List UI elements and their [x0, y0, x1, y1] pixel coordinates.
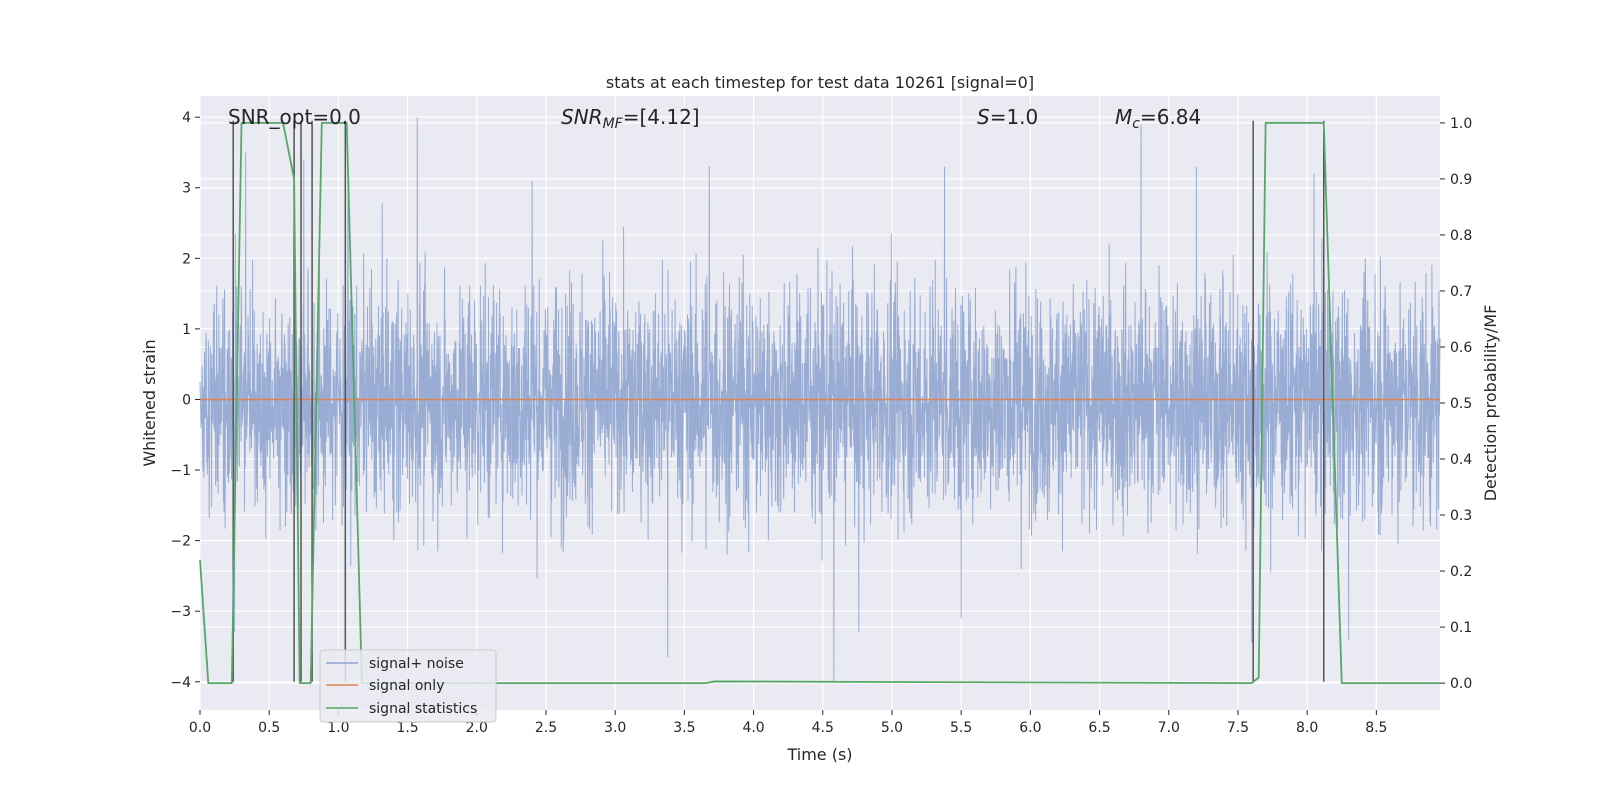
- annotation-snr-opt: SNR_opt=0.0: [228, 105, 361, 129]
- annotation-snr-mf-value: =[4.12]: [623, 105, 700, 129]
- y-left-tick-label: 0: [182, 392, 191, 408]
- series-signal-statistics: [199, 121, 1440, 685]
- x-tick-label: 2.5: [535, 720, 557, 736]
- annotation-s-symbol: S: [977, 105, 990, 129]
- series-signal-noise: [199, 117, 1441, 682]
- x-tick-label: 6.0: [1019, 720, 1041, 736]
- x-axis: 0.0 0.5 1.0 1.5 2.0 2.5 3.0 3.5 4.0 4.5 5.0 5.5 6.0 6…: [189, 710, 1387, 736]
- annotation-s-value: =1.0: [990, 105, 1039, 129]
- y-left-tick-label: −4: [170, 675, 191, 691]
- y-axis-left: 4 3 2 1 0 −1 −2 −3 −4: [170, 110, 200, 691]
- y-right-tick-label: 0.5: [1450, 396, 1472, 412]
- x-tick-label: 8.5: [1365, 720, 1387, 736]
- y-right-tick-label: 0.8: [1450, 228, 1472, 244]
- annotation-mc-subscript: c: [1132, 116, 1140, 132]
- x-tick-label: 7.5: [1227, 720, 1249, 736]
- chart-title: stats at each timestep for test data 102…: [606, 73, 1034, 92]
- annotation-s: S=1.0: [977, 105, 1038, 129]
- x-tick-label: 2.0: [466, 720, 488, 736]
- y-left-tick-label: 2: [182, 251, 191, 267]
- x-tick-label: 1.0: [327, 720, 349, 736]
- annotation-mc-symbol: M: [1115, 105, 1132, 129]
- x-tick-label: 3.5: [673, 720, 695, 736]
- annotation-mc-value: =6.84: [1140, 105, 1201, 129]
- y-left-tick-label: 1: [182, 322, 191, 338]
- x-tick-label: 5.5: [950, 720, 972, 736]
- x-tick-label: 4.0: [742, 720, 764, 736]
- annotation-snr-mf-symbol: SNR: [561, 105, 603, 129]
- x-tick-label: 6.5: [1088, 720, 1110, 736]
- y-right-tick-label: 0.4: [1450, 452, 1472, 468]
- annotation-snr-mf-subscript: MF: [603, 116, 624, 132]
- legend-label-signal-noise: signal+ noise: [369, 656, 464, 672]
- x-axis-label: Time (s): [786, 745, 852, 764]
- y-axis-right: 1.0 0.9 0.8 0.7 0.6 0.5 0.4 0.3 0.2 0.1 0.0: [1440, 116, 1472, 692]
- x-tick-label: 8.0: [1296, 720, 1318, 736]
- y-axis-left-label: Whitened strain: [140, 339, 159, 466]
- y-right-tick-label: 0.7: [1450, 284, 1472, 300]
- annotation-mc: Mc=6.84: [1115, 105, 1201, 132]
- x-tick-label: 1.5: [396, 720, 418, 736]
- legend-label-signal-only: signal only: [369, 678, 444, 694]
- y-right-tick-label: 0.3: [1450, 508, 1472, 524]
- signal-noise-line: [199, 117, 1441, 682]
- legend-box: [319, 649, 497, 723]
- x-tick-label: 0.5: [258, 720, 280, 736]
- y-right-tick-label: 0.9: [1450, 172, 1472, 188]
- y-left-tick-label: −2: [170, 534, 191, 550]
- y-right-tick-label: 0.6: [1450, 340, 1472, 356]
- signal-statistics-line: [199, 121, 1440, 685]
- y-right-tick-label: 0.2: [1450, 564, 1472, 580]
- x-tick-label: 5.0: [881, 720, 903, 736]
- legend: signal+ noise signal only signal statist…: [319, 649, 497, 723]
- x-tick-label: 3.0: [604, 720, 626, 736]
- x-tick-label: 0.0: [189, 720, 211, 736]
- legend-label-signal-statistics: signal statistics: [369, 701, 477, 717]
- y-left-tick-label: −3: [170, 604, 191, 620]
- y-right-tick-label: 1.0: [1450, 116, 1472, 132]
- y-left-tick-label: −1: [170, 463, 191, 479]
- y-axis-right-label: Detection probability/MF: [1481, 305, 1500, 502]
- y-right-tick-label: 0.1: [1450, 620, 1472, 636]
- annotation-snr-mf: SNRMF=[4.12]: [561, 105, 700, 132]
- x-tick-label: 4.5: [812, 720, 834, 736]
- y-left-tick-label: 3: [182, 181, 191, 197]
- y-right-tick-label: 0.0: [1450, 676, 1472, 692]
- y-left-tick-label: 4: [182, 110, 191, 126]
- x-tick-label: 7.0: [1158, 720, 1180, 736]
